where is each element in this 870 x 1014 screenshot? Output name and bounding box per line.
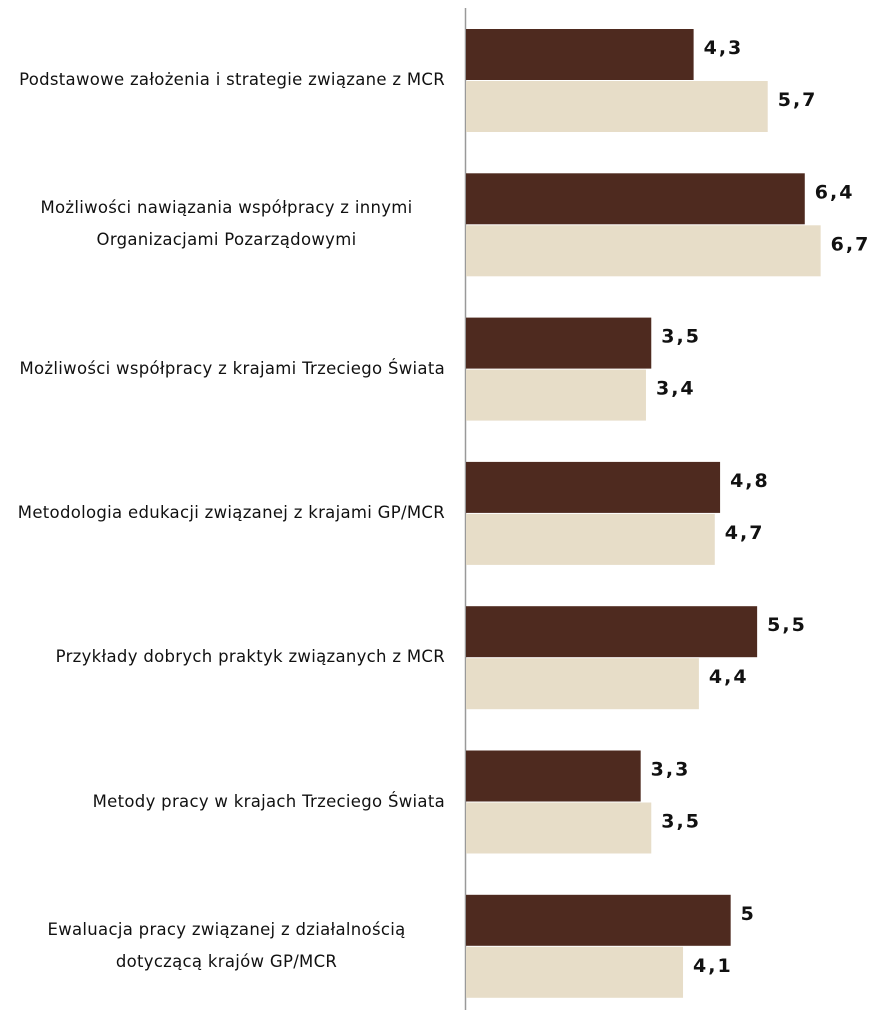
bar xyxy=(466,461,721,513)
value-label: 6,4 xyxy=(815,181,855,203)
bar xyxy=(466,513,715,565)
value-label: 5 xyxy=(741,903,756,925)
bar xyxy=(466,894,731,946)
category-label: Możliwości nawiązania współpracy z innym… xyxy=(40,198,413,250)
value-label: 4,4 xyxy=(709,666,749,688)
category-label: Podstawowe założenia i strategie związan… xyxy=(19,70,445,89)
category-label: Ewaluacja pracy związanej z działalności… xyxy=(47,919,406,971)
category-label-box: Metodologia edukacji związanej z krajami… xyxy=(8,462,445,564)
category-label-box: Możliwości współpracy z krajami Trzecieg… xyxy=(8,318,445,420)
category-label-box: Przykłady dobrych praktyk związanych z M… xyxy=(8,606,445,708)
category-label-box: Ewaluacja pracy związanej z działalności… xyxy=(8,895,445,997)
bar xyxy=(466,606,758,658)
bar xyxy=(466,173,805,225)
category-label: Metody pracy w krajach Trzeciego Świata xyxy=(92,791,445,811)
category-label: Przykłady dobrych praktyk związanych z M… xyxy=(55,647,445,667)
bar xyxy=(466,750,641,802)
category-label-box: Metody pracy w krajach Trzeciego Świata xyxy=(8,751,445,853)
value-label: 4,7 xyxy=(725,522,765,544)
bar xyxy=(466,81,768,132)
bar xyxy=(466,658,699,710)
category-label: Możliwości współpracy z krajami Trzecieg… xyxy=(19,358,445,378)
value-label: 5,7 xyxy=(778,89,818,111)
value-label: 3,3 xyxy=(651,759,691,781)
value-label: 3,5 xyxy=(661,326,701,348)
value-label: 3,5 xyxy=(661,811,701,833)
value-label: 6,7 xyxy=(831,233,870,255)
bar xyxy=(466,802,652,854)
bar xyxy=(466,369,646,421)
value-label: 4,1 xyxy=(693,955,733,977)
bar xyxy=(466,29,694,80)
bar xyxy=(466,317,652,369)
category-label-box: Podstawowe założenia i strategie związan… xyxy=(8,29,445,131)
bar xyxy=(466,946,684,998)
category-label-box: Możliwości nawiązania współpracy z innym… xyxy=(8,173,445,275)
value-label: 4,3 xyxy=(704,37,744,59)
value-label: 5,5 xyxy=(767,614,807,636)
category-label: Metodologia edukacji związanej z krajami… xyxy=(17,502,445,522)
bar xyxy=(466,225,821,277)
value-label: 3,4 xyxy=(656,378,696,400)
value-label: 4,8 xyxy=(730,470,770,492)
